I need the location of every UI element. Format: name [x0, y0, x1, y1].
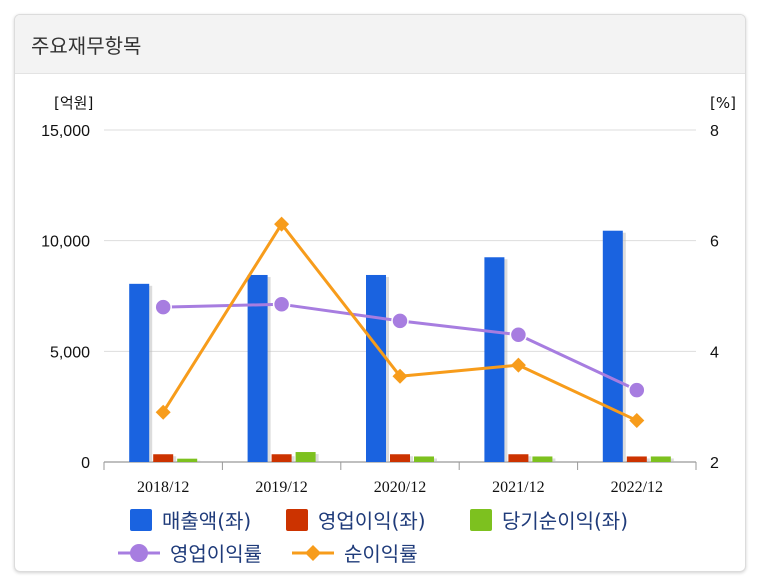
- legend-swatch: [130, 509, 152, 531]
- bar: [414, 456, 434, 462]
- bar: [532, 456, 553, 462]
- bar: [650, 456, 671, 462]
- bar: [508, 454, 529, 462]
- bar: [271, 454, 292, 462]
- legend-label: 당기순이익(좌): [502, 509, 628, 533]
- x-axis-tick-label: 2022/12: [611, 479, 663, 496]
- bar: [484, 257, 505, 462]
- bar: [129, 283, 150, 462]
- right-axis-tick-label: 6: [710, 234, 719, 251]
- data-point: [509, 325, 528, 344]
- axes: 0 5,000 10,000 15,000 2 4 6 8 [억원] [%] 2018/12 2019…: [41, 94, 736, 496]
- x-axis-tick-label: 2020/12: [374, 479, 426, 496]
- legend-label: 순이익률: [344, 542, 418, 566]
- left-axis-tick-label: 5,000: [50, 344, 90, 361]
- x-axis-tick-label: 2021/12: [492, 479, 544, 496]
- x-axis-tick-label: 2018/12: [137, 479, 189, 496]
- left-axis-tick-label: 0: [81, 455, 90, 472]
- data-point: [155, 404, 171, 420]
- bar: [153, 454, 174, 462]
- panel-header: 주요재무항목: [15, 15, 745, 74]
- bar-series: [129, 230, 674, 462]
- data-point: [272, 295, 291, 314]
- panel-title: 주요재무항목: [31, 33, 142, 58]
- legend-swatch: [286, 509, 308, 531]
- legend-marker: [130, 544, 148, 562]
- data-point: [392, 368, 408, 384]
- legend: 매출액(좌) 영업이익(좌) 당기순이익(좌) 영업이익률 순이익률: [118, 509, 628, 566]
- data-point: [154, 298, 172, 316]
- data-point: [629, 413, 645, 428]
- left-axis-tick-label: 15,000: [41, 123, 90, 140]
- left-axis-tick-label: 10,000: [41, 234, 90, 251]
- right-axis-tick-label: 2: [710, 455, 719, 472]
- data-point: [391, 312, 409, 330]
- bar: [247, 274, 268, 462]
- data-point: [510, 357, 526, 373]
- bar: [295, 452, 316, 462]
- bar: [602, 230, 623, 462]
- data-point: [274, 216, 290, 232]
- legend-label: 영업이익률: [170, 542, 262, 566]
- x-axis-tick-label: 2019/12: [255, 479, 307, 496]
- left-axis-unit-label: [억원]: [54, 94, 93, 112]
- line-series: [154, 216, 646, 428]
- right-axis-unit-label: [%]: [710, 94, 736, 112]
- data-point: [628, 381, 646, 399]
- right-axis-tick-label: 4: [710, 344, 719, 361]
- legend-marker: [305, 545, 321, 561]
- legend-label: 영업이익(좌): [318, 509, 426, 533]
- bar: [177, 458, 198, 462]
- legend-swatch: [470, 509, 492, 531]
- bar: [390, 454, 410, 462]
- legend-label: 매출액(좌): [162, 509, 251, 533]
- bar: [626, 456, 647, 462]
- bar: [366, 274, 386, 462]
- right-axis-tick-label: 8: [710, 123, 719, 140]
